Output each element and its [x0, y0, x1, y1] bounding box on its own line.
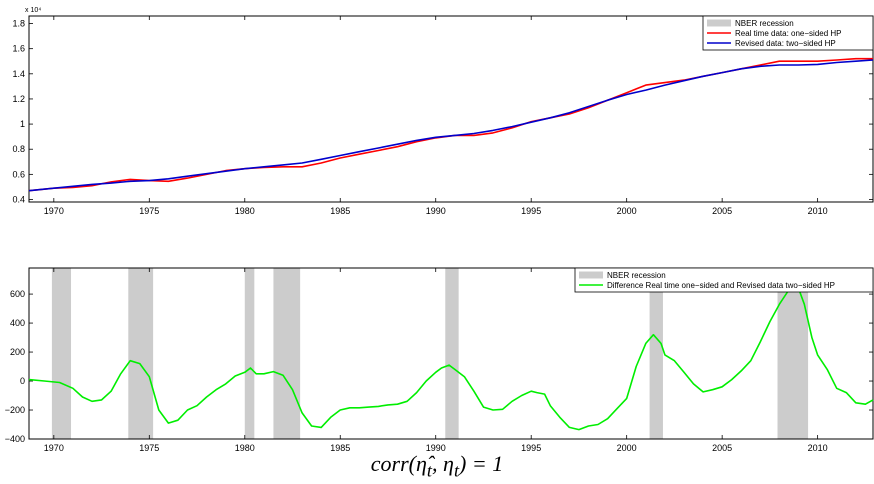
x-tick-label: 1970 [44, 443, 64, 453]
x-tick-label: 2005 [712, 443, 732, 453]
legend-label: NBER recession [735, 19, 794, 28]
y-tick-label: 0.6 [12, 169, 25, 179]
x-tick-label: 2010 [808, 443, 828, 453]
legend-box [574, 267, 874, 293]
x-tick-label: 1985 [330, 206, 350, 216]
x-tick-label: 1975 [139, 206, 159, 216]
y-tick-label: 1.2 [12, 94, 25, 104]
y-tick-label: 1 [20, 119, 25, 129]
x-tick-label: 2010 [808, 206, 828, 216]
legend-label: Real time data: one−sided HP [735, 29, 842, 38]
x-tick-label: 1975 [139, 443, 159, 453]
x-tick-label: 1995 [521, 206, 541, 216]
recession-band [51, 268, 72, 439]
y-exponent-label: x 10⁴ [25, 7, 41, 14]
x-tick-label: 1995 [521, 443, 541, 453]
y-tick-label: −400 [5, 434, 25, 444]
recession-band [777, 268, 809, 439]
x-tick-label: 2000 [617, 206, 637, 216]
y-tick-label: 0 [20, 376, 25, 386]
axes-frame [28, 267, 874, 440]
correlation-caption: corr(η̂t, ηt) = 1 [370, 451, 504, 481]
y-tick-label: 400 [10, 318, 25, 328]
axes-frame [28, 15, 874, 203]
legend-label: Difference Real time one−sided and Revis… [607, 281, 835, 290]
y-tick-label: 600 [10, 289, 25, 299]
recession-band [273, 268, 301, 439]
x-tick-label: 2005 [712, 206, 732, 216]
x-tick-label: 1970 [44, 206, 64, 216]
x-tick-label: 1980 [235, 206, 255, 216]
bottom-panel-difference: 1970 1975 1980 1985 1990 1995 2000 2005 2010−400… [5, 267, 874, 453]
x-tick-label: 2000 [617, 443, 637, 453]
legend-label: Revised data: two−sided HP [735, 39, 836, 48]
y-tick-label: 1.4 [12, 69, 25, 79]
legend-swatch-recession [707, 19, 731, 27]
recession-band [649, 268, 663, 439]
series-line-realtime [28, 57, 873, 192]
top-panel-hp-trend: 1970 1975 1980 1985 1990 1995 2000 2005 2010 0.4 0… [12, 7, 874, 216]
y-tick-label: 200 [10, 347, 25, 357]
series-line-difference [28, 287, 874, 431]
y-tick-label: 0.4 [12, 194, 25, 204]
y-tick-label: −200 [5, 405, 25, 415]
recession-band [244, 268, 255, 439]
y-tick-label: 1.6 [12, 44, 25, 54]
legend-box [702, 15, 874, 51]
x-tick-label: 1985 [330, 443, 350, 453]
x-tick-label: 1990 [426, 206, 446, 216]
x-tick-label: 1980 [235, 443, 255, 453]
legend-label: NBER recession [607, 271, 666, 280]
series-line-revised [28, 59, 874, 192]
legend-swatch-recession [579, 271, 603, 279]
y-tick-label: 1.8 [12, 19, 25, 29]
x-tick-label: 1990 [426, 443, 446, 453]
y-tick-label: 0.8 [12, 144, 25, 154]
recession-band [128, 268, 154, 439]
recession-band [445, 268, 459, 439]
